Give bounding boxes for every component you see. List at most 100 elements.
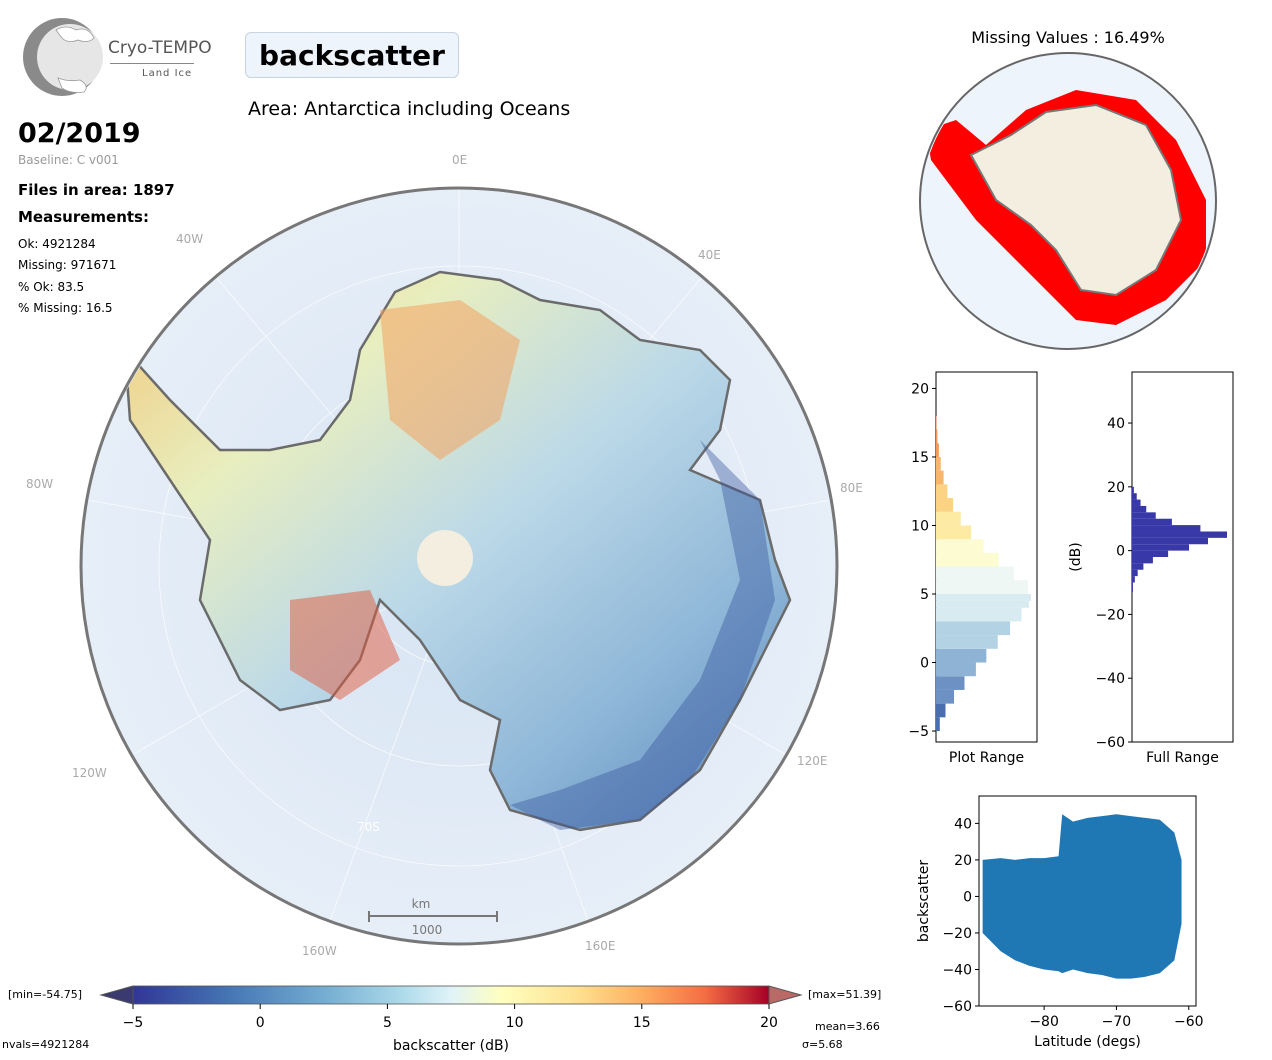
full-range-bar: [1132, 486, 1134, 494]
scatter-ytick-label: 40: [954, 816, 972, 832]
colorbar-tick-label: 15: [633, 1015, 651, 1031]
full-range-ylabel: (dB): [1068, 542, 1084, 571]
warm-region-1: [380, 300, 520, 460]
full-range-bar: [1132, 563, 1144, 570]
plot-range-bar: [936, 580, 1029, 594]
full-range-bar: [1132, 499, 1141, 506]
plot-range-bar: [936, 456, 941, 471]
plot-range-xlabel: Plot Range: [949, 750, 1024, 766]
lon-label-160e: 160E: [585, 939, 616, 953]
scatter-frame: [978, 795, 1197, 1007]
scatter-ytick-label: 0: [963, 889, 972, 905]
stat-mean: mean=3.66: [815, 1020, 880, 1033]
full-range-ytick-label: 20: [1107, 480, 1125, 496]
date-label: 02/2019: [18, 118, 141, 149]
scale-bar-length: 1000: [412, 923, 443, 937]
full-range-bar: [1132, 550, 1169, 557]
stat-ok: Ok: 4921284: [18, 237, 96, 251]
full-range-bar: [1132, 525, 1201, 532]
colorbar-label: backscatter (dB): [393, 1038, 509, 1054]
full-range-bar: [1132, 582, 1133, 593]
full-range-bar: [1132, 505, 1147, 513]
colorbar-tick-label: −5: [123, 1015, 144, 1031]
full-range-bar: [1132, 569, 1138, 577]
colorbar-extend-min: [99, 985, 134, 1005]
scatter-xtick-label: −70: [1102, 1014, 1132, 1030]
scatter-ylabel: backscatter: [916, 860, 932, 942]
plot-range-bar: [936, 539, 984, 553]
plot-range-bar: [936, 566, 1014, 581]
full-range-bar: [1132, 557, 1153, 564]
full-range-bar: [1132, 512, 1156, 519]
scale-bar-unit: km: [412, 897, 431, 911]
full-range-ytick-label: −60: [1095, 735, 1125, 751]
lat-label-70s: 70S: [357, 820, 380, 834]
lon-label-40w: 40W: [176, 232, 203, 246]
plot-range-bar: [936, 648, 987, 663]
plot-range-ytick-label: 10: [911, 518, 929, 534]
plot-range-bar: [936, 511, 961, 526]
lon-label-40e: 40E: [698, 248, 721, 262]
plot-range-histogram: −5 0 5 10 15 20 Plot Range: [908, 371, 1038, 766]
plot-range-bar: [936, 552, 999, 567]
warm-region-2: [290, 590, 400, 700]
stat-nvals: nvals=4921284: [2, 1038, 90, 1051]
missing-values-map: [919, 52, 1217, 350]
full-range-bar: [1132, 493, 1137, 500]
full-range-xlabel: Full Range: [1146, 750, 1219, 766]
lon-label-80e: 80E: [840, 481, 863, 495]
plot-range-bar: [936, 676, 965, 690]
scatter-xtick-label: −80: [1029, 1014, 1059, 1030]
plot-range-bar: [936, 717, 940, 732]
full-range-bar: [1132, 531, 1227, 538]
stat-missing: Missing: 971671: [18, 258, 117, 272]
logo-divider: [110, 63, 194, 64]
full-range-bar: [1132, 544, 1189, 551]
lon-label-80w: 80W: [26, 477, 53, 491]
full-range-bar: [1132, 576, 1135, 583]
plot-range-ytick-label: −5: [908, 724, 929, 740]
scatter-ytick-label: −20: [942, 926, 972, 942]
plot-range-ytick-label: 0: [920, 656, 929, 672]
plot-range-bar: [936, 600, 1030, 608]
plot-range-ytick-label: 5: [920, 587, 929, 603]
stat-sigma: σ=5.68: [802, 1038, 843, 1051]
colorbar-tick-label: 20: [760, 1015, 778, 1031]
full-range-ytick-label: −20: [1095, 607, 1125, 623]
missing-map-title: Missing Values : 16.49%: [971, 28, 1165, 47]
stat-max: [max=51.39]: [808, 988, 882, 1001]
stat-pct-missing: % Missing: 16.5: [18, 301, 113, 315]
colorbar-tick-label: 10: [506, 1015, 524, 1031]
scatter-ytick-label: 20: [954, 853, 972, 869]
lon-label-160w: 160W: [302, 944, 337, 958]
scatter-xtick-label: −60: [1174, 1014, 1204, 1030]
area-title: Area: Antarctica including Oceans: [248, 98, 571, 120]
plot-range-bar: [936, 703, 946, 718]
colorbar-extend-max: [768, 985, 803, 1005]
main-map: 0E 40E 80E 120E 160E 160W 120W 80W 40W 7…: [26, 153, 863, 958]
plot-range-ytick-label: 15: [911, 450, 929, 466]
colorbar: −5 0 5 10 15 20 backscatter (dB): [99, 985, 803, 1054]
full-range-bar: [1132, 537, 1208, 545]
plot-range-bar: [936, 429, 938, 444]
plot-range-bar: [936, 621, 1011, 636]
baseline-label: Baseline: C v001: [18, 153, 119, 167]
colorbar-ramp: [132, 985, 770, 1005]
pole-hole: [417, 530, 473, 586]
logo-subtitle: Land Ice: [142, 68, 193, 79]
scatter-points: [982, 814, 1182, 979]
full-range-ytick-label: 40: [1107, 416, 1125, 432]
full-range-ytick-label: −40: [1095, 671, 1125, 687]
logo-icon: [23, 18, 103, 96]
full-range-bar: [1132, 518, 1172, 526]
scatter-ytick-label: −40: [942, 962, 972, 978]
scatter-ytick-label: −60: [942, 999, 972, 1015]
colorbar-tick-label: 0: [256, 1015, 265, 1031]
plot-range-bar: [936, 607, 1022, 622]
stat-pct-ok: % Ok: 83.5: [18, 280, 85, 294]
full-range-histogram: −60 −40 −20 0 20 40 (dB) Full Range: [1068, 371, 1234, 766]
plot-range-bar: [936, 470, 944, 485]
missing-map-pole: [1058, 191, 1078, 211]
plot-range-bar: [936, 443, 939, 457]
colorbar-tick-label: 5: [383, 1015, 392, 1031]
